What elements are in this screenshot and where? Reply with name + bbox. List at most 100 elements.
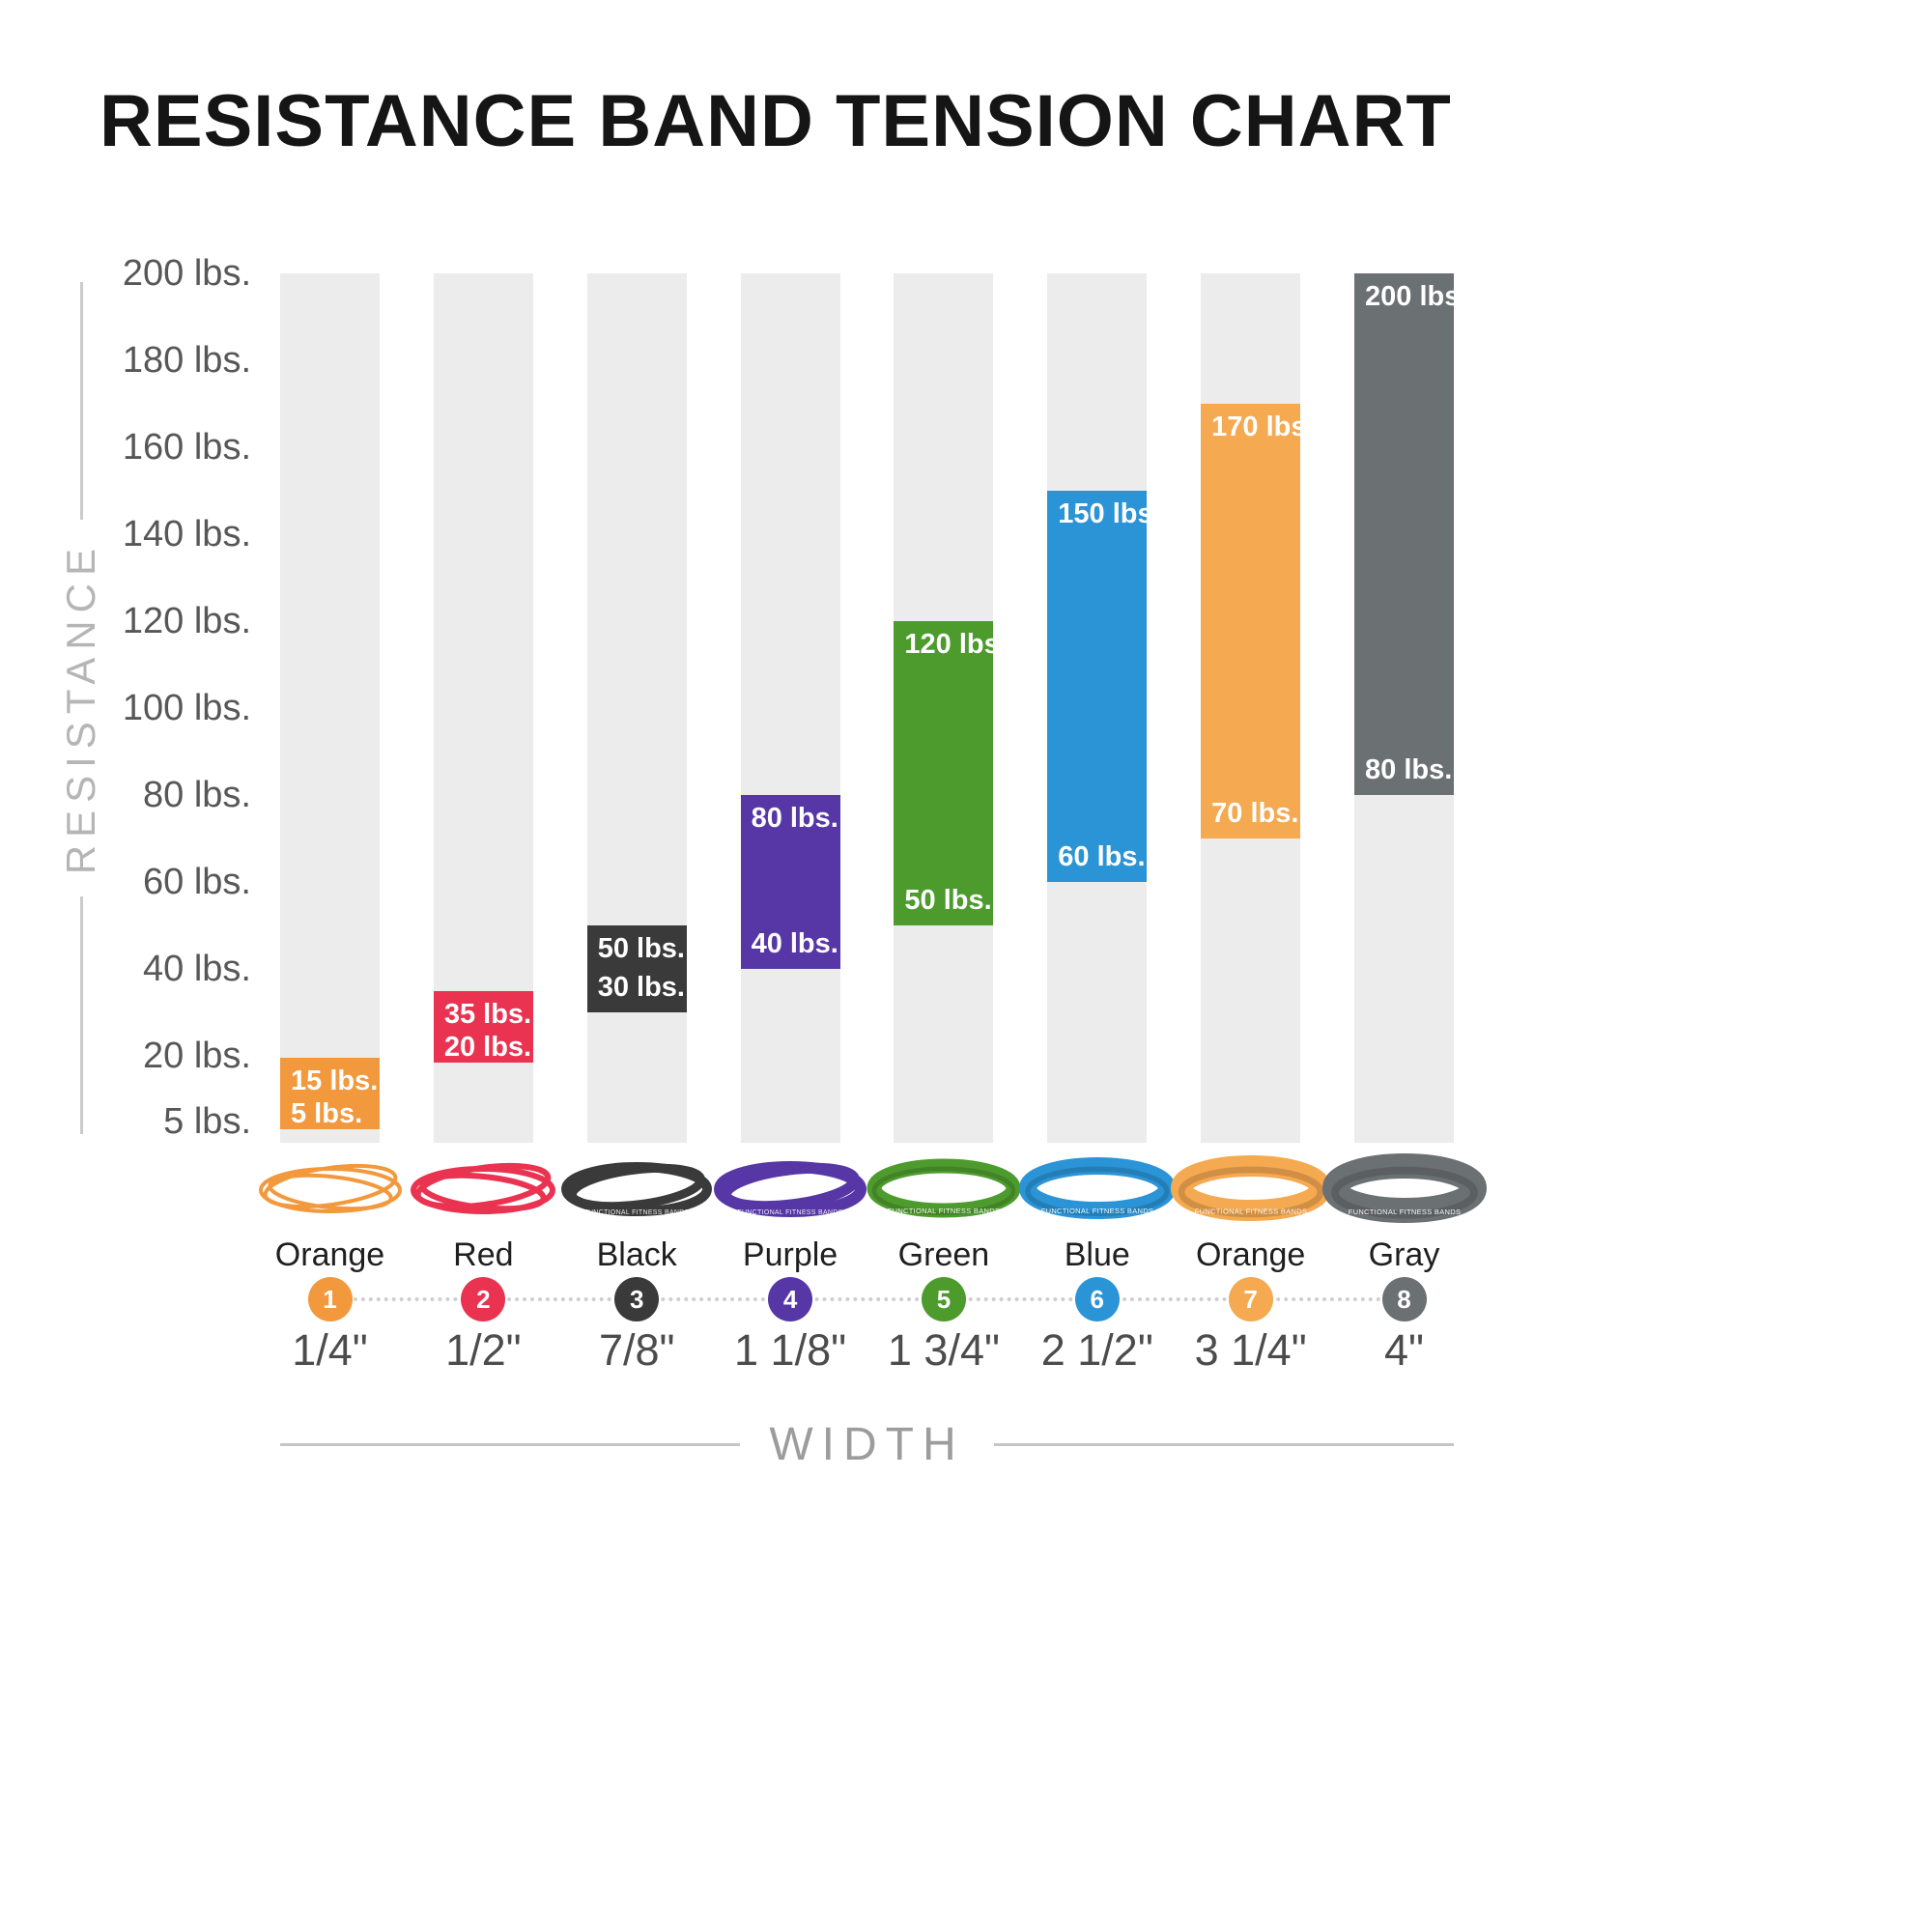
y-tick-label-120: 120 lbs.	[122, 601, 251, 641]
band-number-badge-6: 6	[1074, 1277, 1120, 1321]
band-color-names-row: Orange Red Black Purple Green Blue Orange Gray	[275, 1236, 1454, 1279]
x-axis-title: WIDTH	[769, 1418, 965, 1470]
band-color-name-1: Orange	[274, 1236, 385, 1273]
band-image-1	[258, 1163, 402, 1213]
range-bar-2: 35 lbs. 20 lbs.	[433, 990, 533, 1063]
x-axis: WIDTH	[280, 1416, 1455, 1472]
y-tick-label-180: 180 lbs.	[122, 340, 251, 381]
range-bar-8: 200 lbs. 80 lbs.	[1354, 273, 1468, 795]
band-width-label-4: 1 1/8"	[734, 1325, 847, 1375]
band-column-3: 50 lbs. 30 lbs.	[586, 273, 687, 1143]
band-color-name-8: Gray	[1368, 1236, 1440, 1273]
band-width-labels-row: 1/4" 1/2" 7/8" 1 1/8" 1 3/4" 2 1/2" 3 1/4" 4"	[280, 1325, 1454, 1381]
band-column-6: 150 lbs. 60 lbs.	[1047, 273, 1161, 1143]
band-column-2: 35 lbs. 20 lbs.	[433, 273, 533, 1143]
band-width-label-3: 7/8"	[598, 1325, 675, 1375]
band-photo-red-2	[401, 1146, 565, 1235]
svg-text:FUNCTIONAL FITNESS BANDS: FUNCTIONAL FITNESS BANDS	[584, 1209, 690, 1216]
svg-text:FUNCTIONAL FITNESS BANDS: FUNCTIONAL FITNESS BANDS	[1194, 1208, 1307, 1216]
range-bar-7: 170 lbs. 70 lbs.	[1201, 404, 1315, 838]
band-width-label-1: 1/4"	[292, 1325, 368, 1375]
bar-max-label-1: 15 lbs.	[291, 1065, 379, 1096]
band-column-4: 80 lbs. 40 lbs.	[740, 273, 840, 1143]
band-image-7: FUNCTIONAL FITNESS BANDS	[1170, 1155, 1331, 1221]
band-width-label-5: 1 3/4"	[887, 1325, 1000, 1375]
range-bar-5: 120 lbs. 50 lbs.	[894, 621, 1008, 925]
page-title: RESISTANCE BAND TENSION CHART	[99, 80, 1452, 162]
range-bar-3: 50 lbs. 30 lbs.	[586, 925, 687, 1012]
y-axis-line-top	[79, 282, 83, 521]
band-photo-orange-7: FUNCTIONAL FITNESS BANDS	[1169, 1146, 1333, 1235]
band-width-label-8: 4"	[1383, 1325, 1424, 1375]
band-photo-gray-8: FUNCTIONAL FITNESS BANDS	[1321, 1146, 1487, 1235]
band-photos-row: FUNCTIONAL FITNESS BANDS FUNCTIONAL FITNE…	[258, 1146, 1487, 1235]
y-tick-label-100: 100 lbs.	[122, 688, 251, 728]
band-color-name-2: Red	[453, 1236, 514, 1273]
band-image-2	[411, 1162, 556, 1214]
badge-connector-dotted-line	[329, 1297, 1405, 1301]
bar-max-label-6: 150 lbs.	[1058, 498, 1161, 529]
bar-max-label-5: 120 lbs.	[904, 629, 1008, 660]
bar-max-label-7: 170 lbs.	[1211, 412, 1315, 442]
band-image-4: FUNCTIONAL FITNESS BANDS	[714, 1161, 867, 1217]
band-column-7: 170 lbs. 70 lbs.	[1201, 273, 1315, 1143]
band-image-5: FUNCTIONAL FITNESS BANDS	[867, 1158, 1021, 1218]
band-photo-purple-4: FUNCTIONAL FITNESS BANDS	[708, 1146, 872, 1235]
band-number-badge-1: 1	[307, 1277, 353, 1321]
band-number-badges-row: 1 2 3 4 5 6 7 8	[280, 1277, 1454, 1321]
band-column-5: 120 lbs. 50 lbs.	[894, 273, 1008, 1143]
y-tick-label-60: 60 lbs.	[143, 862, 251, 902]
x-axis-line-right	[993, 1442, 1455, 1446]
band-color-name-6: Blue	[1064, 1236, 1130, 1273]
bar-min-label-8: 80 lbs.	[1365, 753, 1453, 785]
y-tick-label-40: 40 lbs.	[143, 949, 251, 989]
bar-min-label-5: 50 lbs.	[904, 884, 992, 916]
band-number-badge-8: 8	[1381, 1277, 1427, 1321]
y-tick-label-200: 200 lbs.	[122, 253, 251, 294]
band-width-label-6: 2 1/2"	[1040, 1325, 1153, 1375]
svg-text:FUNCTIONAL FITNESS BANDS: FUNCTIONAL FITNESS BANDS	[888, 1207, 1001, 1215]
bar-min-label-1: 5 lbs.	[291, 1098, 363, 1130]
band-column-8: 200 lbs. 80 lbs.	[1354, 273, 1468, 1143]
svg-text:FUNCTIONAL FITNESS BANDS: FUNCTIONAL FITNESS BANDS	[737, 1209, 842, 1216]
band-color-name-5: Green	[897, 1236, 990, 1273]
band-column-1: 15 lbs. 5 lbs.	[280, 273, 380, 1143]
bar-min-label-4: 40 lbs.	[751, 927, 838, 959]
band-image-3: FUNCTIONAL FITNESS BANDS	[561, 1162, 713, 1216]
band-photo-blue-6: FUNCTIONAL FITNESS BANDS	[1015, 1146, 1179, 1235]
range-bar-1: 15 lbs. 5 lbs.	[280, 1058, 380, 1129]
bar-min-label-6: 60 lbs.	[1058, 840, 1146, 872]
y-axis: RESISTANCE	[58, 282, 104, 1134]
band-number-badge-3: 3	[614, 1277, 660, 1321]
band-color-name-3: Black	[596, 1236, 677, 1273]
band-width-label-7: 3 1/4"	[1194, 1325, 1307, 1375]
x-axis-line-left	[280, 1442, 741, 1446]
band-number-badge-5: 5	[921, 1277, 966, 1321]
y-tick-label-20: 20 lbs.	[143, 1036, 251, 1076]
band-color-name-7: Orange	[1195, 1236, 1306, 1273]
band-number-badge-2: 2	[461, 1277, 506, 1321]
band-photo-green-5: FUNCTIONAL FITNESS BANDS	[862, 1146, 1026, 1235]
band-number-badge-7: 7	[1228, 1277, 1273, 1321]
band-photo-black-3: FUNCTIONAL FITNESS BANDS	[554, 1146, 719, 1235]
band-color-name-4: Purple	[742, 1236, 838, 1273]
range-bar-6: 150 lbs. 60 lbs.	[1047, 491, 1161, 882]
bar-max-label-8: 200 lbs.	[1365, 281, 1468, 312]
y-tick-label-160: 160 lbs.	[122, 427, 251, 468]
bar-min-label-3: 30 lbs.	[597, 971, 685, 1003]
y-axis-tick-labels: 200 lbs. 180 lbs. 160 lbs. 140 lbs. 120 lbs.…	[85, 253, 251, 1143]
band-image-8: FUNCTIONAL FITNESS BANDS	[1321, 1153, 1487, 1223]
band-width-label-2: 1/2"	[445, 1325, 522, 1375]
bar-max-label-4: 80 lbs.	[751, 803, 838, 834]
svg-text:FUNCTIONAL FITNESS BANDS: FUNCTIONAL FITNESS BANDS	[1041, 1207, 1154, 1215]
svg-text:FUNCTIONAL FITNESS BANDS: FUNCTIONAL FITNESS BANDS	[1348, 1208, 1461, 1216]
y-tick-label-140: 140 lbs.	[122, 514, 251, 554]
band-photo-orange-1	[248, 1146, 412, 1235]
bar-max-label-2: 35 lbs.	[443, 998, 532, 1030]
band-image-6: FUNCTIONAL FITNESS BANDS	[1018, 1157, 1176, 1219]
y-tick-label-80: 80 lbs.	[143, 775, 251, 815]
y-tick-label-5: 5 lbs.	[163, 1100, 251, 1142]
bar-max-label-3: 50 lbs.	[597, 933, 685, 964]
y-axis-line-bottom	[79, 895, 83, 1134]
